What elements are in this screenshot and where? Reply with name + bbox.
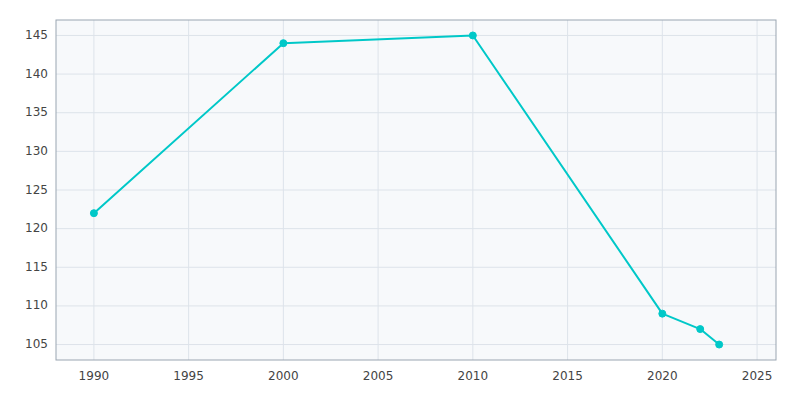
x-tick-label: 1995 (173, 369, 204, 383)
grid-line-x (188, 20, 189, 360)
grid-line-y (56, 35, 776, 36)
plot-frame (56, 20, 776, 360)
point (469, 32, 476, 39)
grid-line-y (56, 190, 776, 191)
point (280, 40, 287, 47)
grid-line-x (378, 20, 379, 360)
y-tick-label: 125 (25, 183, 48, 197)
series (90, 32, 722, 348)
line (94, 35, 719, 344)
y-tick-label: 115 (25, 260, 48, 274)
grid-line-y (56, 228, 776, 229)
grid-line-y (56, 74, 776, 75)
x-tick-label: 2000 (268, 369, 299, 383)
grid-line-y (56, 305, 776, 306)
grid-line-x (472, 20, 473, 360)
x-tick-label: 2025 (742, 369, 773, 383)
x-tick-label: 1990 (79, 369, 110, 383)
y-tick-label: 105 (25, 337, 48, 351)
grid-line-x (567, 20, 568, 360)
grid-line-x (283, 20, 284, 360)
x-tick-label: 2015 (552, 369, 583, 383)
grid-line-x (662, 20, 663, 360)
y-tick-label: 120 (25, 221, 48, 235)
chart-svg: 105 110 115 120 125 130 135 140 145 1990 1995 2000 2… (0, 0, 800, 400)
point (659, 310, 666, 317)
point (716, 341, 723, 348)
y-tick-label: 145 (25, 28, 48, 42)
x-tick-label: 2020 (647, 369, 678, 383)
grid-line-y (56, 344, 776, 345)
y-tick-label: 140 (25, 67, 48, 81)
y-tick-label: 130 (25, 144, 48, 158)
grid-line-x (93, 20, 94, 360)
axes: 105 110 115 120 125 130 135 140 145 1990 1995 2000 2… (25, 20, 776, 383)
x-tick-label: 2005 (363, 369, 394, 383)
grid-line-y (56, 112, 776, 113)
grid (56, 20, 776, 360)
y-tick-label: 135 (25, 105, 48, 119)
plot-background (56, 20, 776, 360)
chart-container: 105 110 115 120 125 130 135 140 145 1990 1995 2000 2… (0, 0, 800, 400)
point (90, 210, 97, 217)
grid-line-x (757, 20, 758, 360)
y-tick-label: 110 (25, 298, 48, 312)
point (697, 326, 704, 333)
grid-line-y (56, 267, 776, 268)
x-tick-label: 2010 (458, 369, 489, 383)
